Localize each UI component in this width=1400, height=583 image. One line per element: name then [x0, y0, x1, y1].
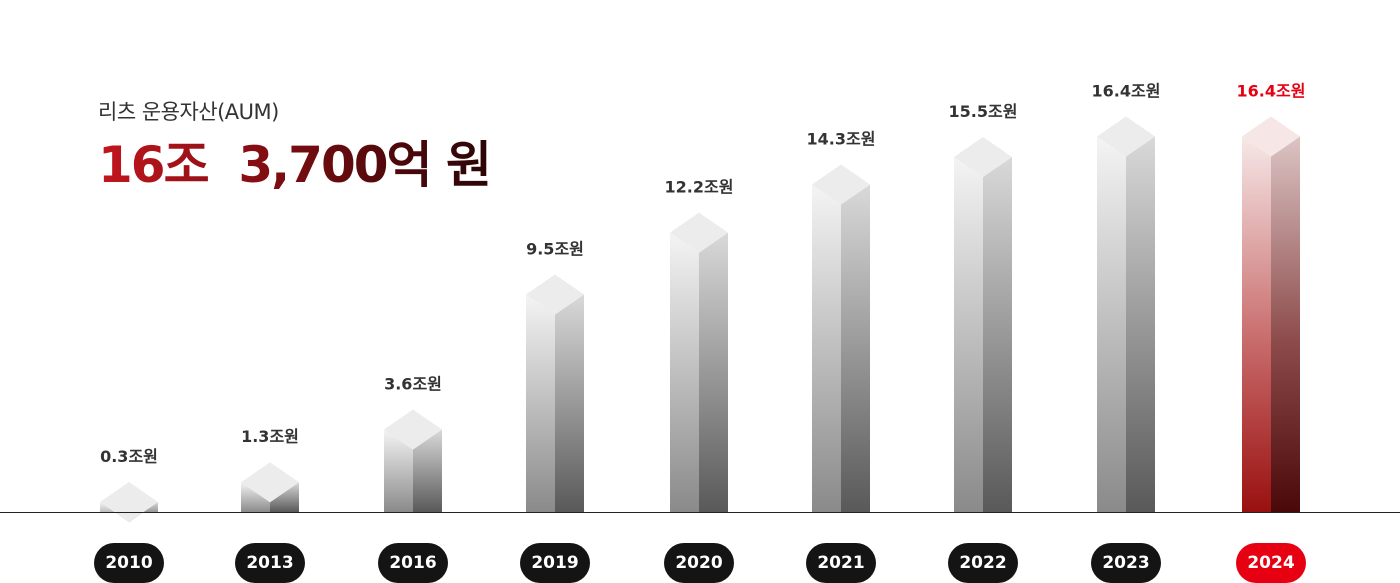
bar-2021 — [812, 164, 870, 512]
bar-left-face — [670, 232, 699, 512]
value-label-2024: 16.4조원 — [1237, 81, 1306, 100]
bar-2019 — [526, 274, 584, 512]
bar-2023 — [1097, 116, 1155, 512]
value-label-2016: 3.6조원 — [384, 375, 442, 394]
bar-right-face — [413, 429, 442, 512]
bar-right-face — [270, 482, 299, 512]
bar-left-face — [812, 184, 841, 512]
value-labels-layer: 0.3조원 1.3조원 3.6조원 9.5조원 12.2조원 14.3조원 15.5조원 16… — [100, 81, 1305, 466]
bar-right-face — [983, 157, 1012, 513]
bar-right-face — [555, 294, 584, 512]
year-pill-2023: 2023 — [1091, 543, 1161, 583]
bars-layer — [100, 116, 1300, 522]
bar-2016 — [384, 409, 442, 512]
year-pill-2024: 2024 — [1236, 543, 1306, 583]
aum-bar-chart: 0.3조원 1.3조원 3.6조원 9.5조원 12.2조원 14.3조원 15.5조원 16… — [100, 81, 1305, 522]
bar-left-face — [1097, 136, 1126, 512]
year-pill-2019: 2019 — [520, 543, 590, 583]
bar-left-face — [954, 157, 983, 513]
value-label-2023: 16.4조원 — [1092, 81, 1161, 100]
year-pill-2020: 2020 — [664, 543, 734, 583]
bar-top-cap — [1242, 116, 1300, 157]
bar-2024 — [1242, 116, 1300, 512]
year-pill-2022: 2022 — [948, 543, 1018, 583]
bar-left-face — [241, 482, 270, 512]
bar-right-face — [841, 184, 870, 512]
bar-top-cap — [526, 274, 584, 315]
bar-top-cap — [812, 164, 870, 205]
value-label-2022: 15.5조원 — [949, 102, 1018, 121]
value-label-2013: 1.3조원 — [241, 427, 299, 446]
year-pill-2021: 2021 — [806, 543, 876, 583]
bar-top-cap — [1097, 116, 1155, 157]
bar-2013 — [241, 462, 299, 512]
bar-2020 — [670, 212, 728, 512]
bar-top-cap — [100, 482, 158, 522]
value-label-2021: 14.3조원 — [807, 130, 876, 149]
bar-top-cap — [954, 137, 1012, 178]
bar-top-cap — [384, 409, 442, 450]
total-aum-value: 16조 3,700억 원 — [98, 136, 492, 194]
year-pill-2013: 2013 — [235, 543, 305, 583]
bar-top-cap — [670, 212, 728, 253]
value-label-2010: 0.3조원 — [100, 447, 158, 466]
value-label-2020: 12.2조원 — [665, 178, 734, 197]
bar-left-face — [1242, 136, 1271, 512]
bar-2022 — [954, 137, 1012, 513]
year-pill-2010: 2010 — [94, 543, 164, 583]
bar-right-face — [1271, 136, 1300, 512]
bar-right-face — [1126, 136, 1155, 512]
year-pill-2016: 2016 — [378, 543, 448, 583]
bar-left-face — [526, 294, 555, 512]
bar-right-face — [699, 232, 728, 512]
chart-subtitle: 리츠 운용자산(AUM) — [98, 100, 279, 124]
value-label-2019: 9.5조원 — [526, 239, 584, 258]
bar-top-cap — [241, 462, 299, 503]
bar-2010 — [100, 482, 158, 522]
x-axis-line — [0, 512, 1400, 513]
bar-left-face — [384, 429, 413, 512]
